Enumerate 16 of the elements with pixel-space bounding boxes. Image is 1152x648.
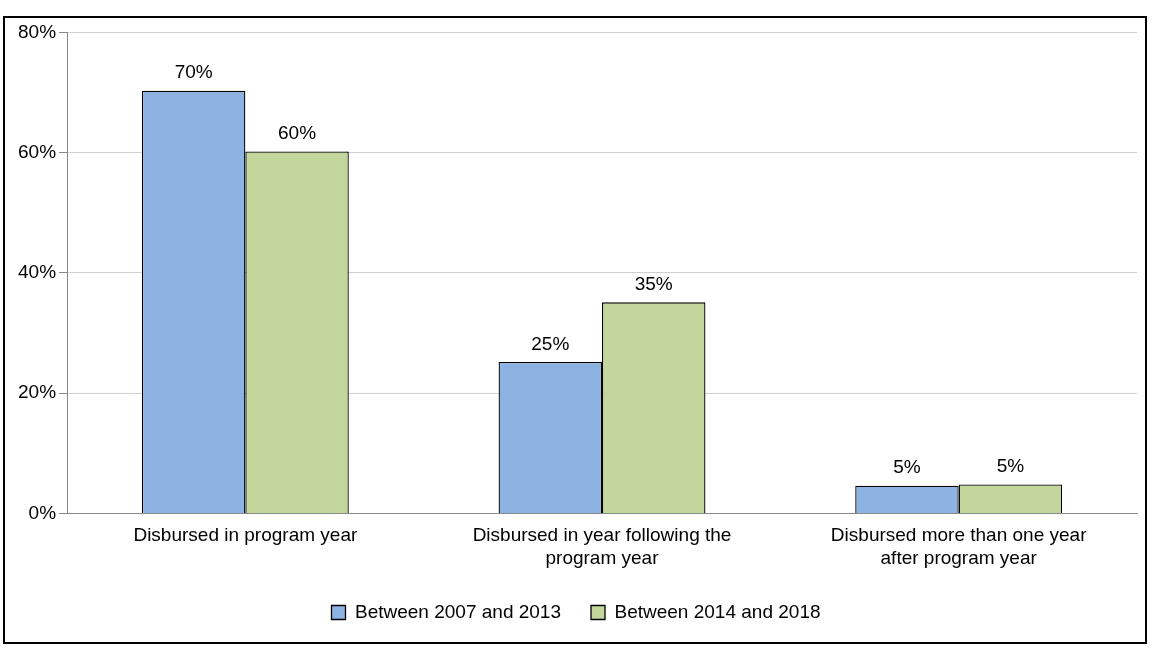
data-label: 70% [174,61,213,83]
data-label: 60% [278,122,317,144]
y-tick-label: 20% [18,381,57,403]
y-tick-label: 40% [18,261,57,283]
data-label: 5% [893,456,921,478]
y-tick-label: 80% [18,20,57,42]
x-tick-label: Disbursed more than one year after program year [830,524,1088,568]
y-tick-label: 60% [18,140,57,162]
y-tick-label: 0% [28,501,57,523]
data-label: 5% [996,455,1025,477]
legend-label: Between 2014 and 2018 [614,600,821,622]
x-tick-label: Disbursed in year following the program year [472,524,732,568]
x-tick-label: Disbursed in program year [133,524,358,546]
legend-label: Between 2007 and 2013 [354,600,561,622]
data-label: 25% [531,332,570,354]
data-label: 35% [634,273,673,295]
